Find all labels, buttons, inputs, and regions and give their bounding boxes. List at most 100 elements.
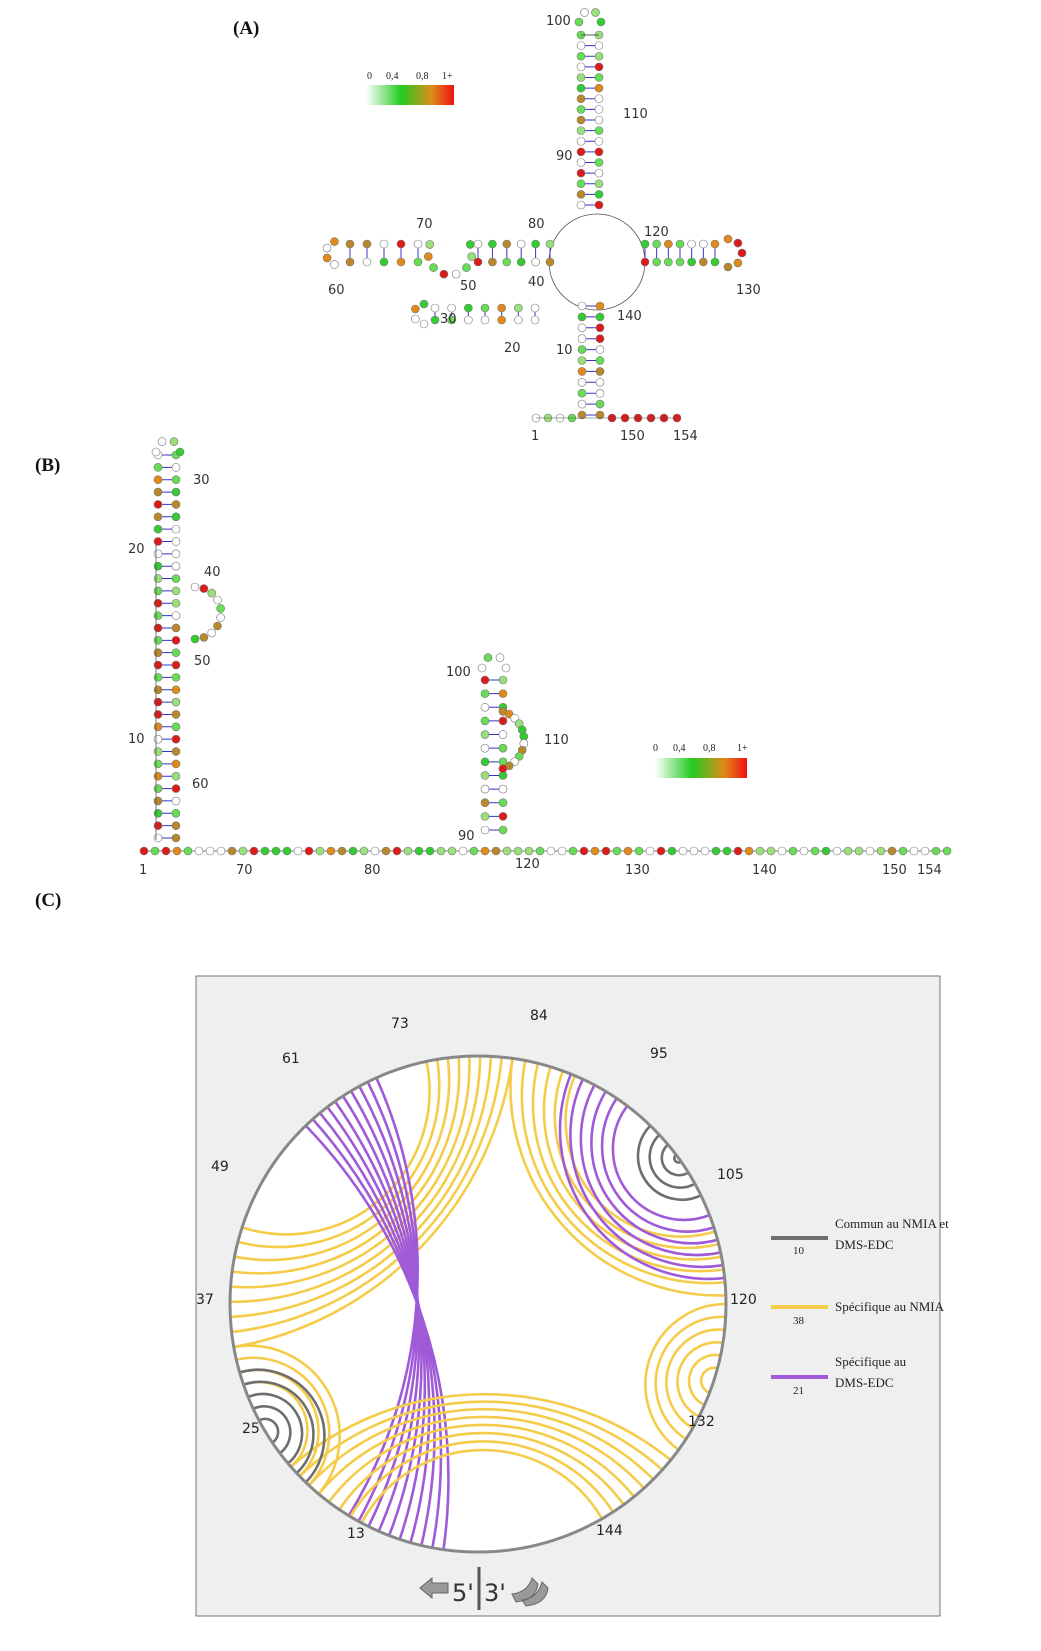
nucleotide <box>514 303 523 313</box>
nucleotide <box>920 846 930 856</box>
nucleotide <box>337 846 347 856</box>
nucleotide <box>576 83 586 93</box>
pairing-arc <box>233 1058 514 1349</box>
pairing-arc <box>676 1341 724 1418</box>
nucleotide <box>577 334 587 344</box>
nucleotide <box>190 634 200 644</box>
nucleotide <box>171 549 181 559</box>
nucleotide <box>502 239 512 249</box>
nucleotide <box>249 846 259 856</box>
nucleotide <box>576 41 586 50</box>
nucleotide <box>579 846 589 856</box>
pairing-arc <box>327 1423 636 1503</box>
nucleotide <box>711 846 721 856</box>
nucleotide <box>577 399 587 409</box>
arc-legend: 10 Commun au NMIA et DMS-EDC 38 Spécifiq… <box>771 1216 949 1397</box>
nucleotide <box>171 537 181 546</box>
legend-label-dms-1: Spécifique au <box>835 1354 907 1369</box>
nucleotide <box>304 846 314 856</box>
nucleotide <box>439 269 449 279</box>
nucleotide <box>576 136 586 146</box>
circle-position-label: 25 <box>242 1421 260 1437</box>
nucleotide <box>153 821 163 830</box>
three-prime-label: 3' <box>484 1579 506 1607</box>
nucleotide <box>379 257 389 267</box>
nucleotide <box>171 771 181 781</box>
nucleotide <box>213 621 222 631</box>
position-number: 154 <box>917 863 942 878</box>
legend-count-dms: 21 <box>793 1385 804 1397</box>
nucleotide <box>594 190 604 199</box>
nucleotide <box>362 239 372 249</box>
nucleotide <box>171 734 181 744</box>
nucleotide <box>282 846 292 856</box>
nucleotide <box>171 796 181 806</box>
pairing-arc <box>665 1328 725 1430</box>
arc-group <box>229 1055 727 1550</box>
nucleotide <box>594 105 604 114</box>
panel-label-a: (A) <box>233 18 260 39</box>
nucleotide <box>153 685 163 695</box>
right-curved-arrow-icon <box>511 1577 549 1607</box>
nucleotide <box>153 734 163 744</box>
pairing-arc <box>349 1440 615 1518</box>
nucleotide <box>216 613 225 622</box>
nucleotide <box>577 388 587 398</box>
nucleotide <box>516 239 526 249</box>
nucleotide <box>595 334 605 344</box>
pairing-arc <box>258 1417 280 1444</box>
nucleotide <box>576 126 586 135</box>
position-number: 150 <box>620 429 645 444</box>
nucleotide <box>576 147 586 157</box>
circle-position-label: 144 <box>596 1523 623 1539</box>
nucleotide <box>447 303 456 313</box>
nucleotide <box>411 314 420 324</box>
nucleotide <box>498 689 508 698</box>
nucleotide <box>465 240 475 249</box>
nucleotide <box>171 673 181 682</box>
nucleotide <box>498 825 508 835</box>
nucleotide <box>153 833 163 843</box>
nucleotide <box>171 759 181 769</box>
nucleotide <box>419 319 429 329</box>
position-number: 60 <box>328 283 345 298</box>
nucleotide <box>498 743 508 753</box>
nucleotide <box>687 239 696 249</box>
nucleotide <box>480 315 490 325</box>
nucleotide <box>480 812 490 821</box>
nucleotide <box>502 846 512 856</box>
nucleotide <box>495 653 505 662</box>
nucleotide <box>227 846 237 856</box>
scale-tick-b-1: 1+ <box>737 743 748 754</box>
nucleotide <box>171 524 181 534</box>
nucleotide <box>501 663 511 673</box>
nucleotide <box>153 598 163 608</box>
nucleotide <box>664 239 673 249</box>
position-numbers-b: 30 20 40 50 10 60 100 110 90 120 1 70 80 130 140 150 154 <box>128 473 942 878</box>
nucleotide <box>576 190 586 199</box>
nucleotide <box>799 846 809 856</box>
nucleotide <box>576 105 586 114</box>
pairing-arc <box>236 1356 331 1487</box>
nucleotide <box>207 588 217 598</box>
nucleotide <box>514 315 523 325</box>
circle-plot-border <box>228 1054 728 1554</box>
nucleotide <box>699 239 708 249</box>
pairing-arc <box>317 1415 645 1495</box>
color-scale-b: 0 0,4 0,8 1+ <box>653 743 748 778</box>
nucleotide <box>576 158 586 167</box>
position-number: 130 <box>625 863 650 878</box>
nucleotide <box>194 846 204 856</box>
nucleotide <box>699 257 708 267</box>
circle-position-label: 95 <box>650 1046 668 1062</box>
nucleotide <box>430 315 440 325</box>
pairing-arc <box>298 1400 664 1478</box>
nucleotide <box>171 685 181 695</box>
nucleotide <box>171 697 181 707</box>
position-number: 1 <box>139 863 147 878</box>
nucleotide <box>199 584 209 593</box>
position-number: 100 <box>446 665 471 680</box>
nucleotide <box>175 447 185 457</box>
